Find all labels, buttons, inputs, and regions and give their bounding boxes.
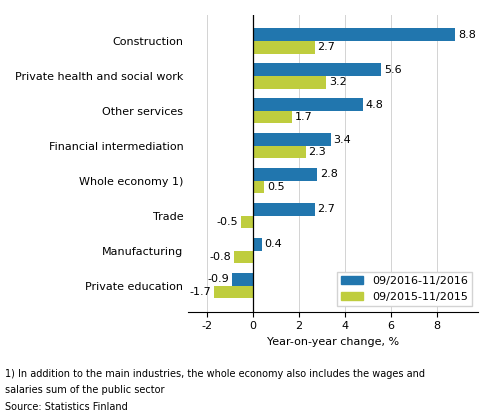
Bar: [234, 251, 252, 263]
Bar: [241, 216, 252, 228]
Text: -1.7: -1.7: [189, 287, 211, 297]
Bar: [252, 133, 331, 146]
Text: 2.3: 2.3: [308, 147, 326, 157]
Text: Source: Statistics Finland: Source: Statistics Finland: [5, 402, 128, 412]
Text: 0.5: 0.5: [267, 182, 284, 192]
X-axis label: Year-on-year change, %: Year-on-year change, %: [267, 337, 399, 347]
Bar: [213, 285, 252, 298]
Text: -0.8: -0.8: [210, 252, 232, 262]
Text: 1) In addition to the main industries, the whole economy also includes the wages: 1) In addition to the main industries, t…: [5, 369, 425, 379]
Bar: [252, 146, 306, 158]
Text: -0.5: -0.5: [217, 217, 239, 227]
Bar: [252, 203, 315, 216]
Text: 4.8: 4.8: [366, 100, 384, 110]
Text: -0.9: -0.9: [208, 274, 229, 284]
Legend: 09/2016-11/2016, 09/2015-11/2015: 09/2016-11/2016, 09/2015-11/2015: [337, 272, 472, 306]
Text: 0.4: 0.4: [265, 239, 282, 249]
Bar: [252, 28, 455, 41]
Text: salaries sum of the public sector: salaries sum of the public sector: [5, 385, 165, 395]
Text: 3.2: 3.2: [329, 77, 347, 87]
Text: 1.7: 1.7: [294, 112, 312, 122]
Bar: [252, 76, 326, 89]
Text: 8.8: 8.8: [458, 30, 476, 40]
Text: 3.4: 3.4: [334, 134, 352, 145]
Text: 2.7: 2.7: [317, 42, 335, 52]
Bar: [232, 273, 252, 285]
Text: 2.7: 2.7: [317, 204, 335, 214]
Text: 2.8: 2.8: [320, 169, 338, 179]
Bar: [252, 168, 317, 181]
Bar: [252, 41, 315, 54]
Bar: [252, 111, 292, 124]
Bar: [252, 98, 363, 111]
Bar: [252, 181, 264, 193]
Bar: [252, 238, 262, 251]
Bar: [252, 63, 382, 76]
Text: 5.6: 5.6: [384, 65, 402, 75]
